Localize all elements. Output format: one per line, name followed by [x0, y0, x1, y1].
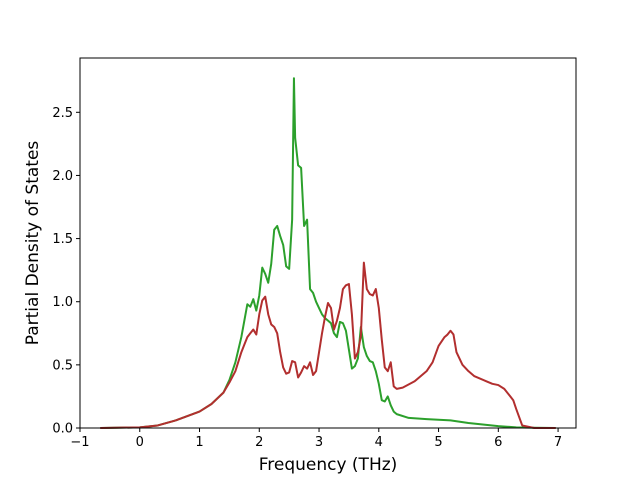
series-line-1: [99, 77, 557, 429]
plot-frame: [79, 57, 577, 429]
x-tick-label: 1: [195, 435, 203, 450]
y-tick-label: 0.0: [52, 422, 73, 437]
y-axis: 0.0 0.5 1.0 1.5 2.0 2.5: [52, 106, 80, 437]
x-tick-label: −1: [70, 435, 89, 450]
series-layer: [99, 77, 557, 429]
x-tick-label: 4: [375, 435, 383, 450]
x-tick-label: 0: [136, 435, 144, 450]
y-tick-label: 2.0: [52, 169, 73, 184]
x-tick-label: 5: [434, 435, 442, 450]
x-tick-label: 6: [494, 435, 502, 450]
y-axis-label: Partial Density of States: [23, 141, 43, 346]
x-tick-label: 2: [255, 435, 263, 450]
series-line-2: [99, 261, 557, 429]
y-tick-label: 1.0: [52, 295, 73, 310]
x-axis-label: Frequency (THz): [259, 455, 398, 475]
y-tick-label: 2.5: [52, 106, 73, 121]
x-axis: −1 0 1 2 3 4 5 6 7: [70, 428, 562, 450]
x-tick-label: 7: [554, 435, 562, 450]
y-tick-label: 0.5: [52, 358, 73, 373]
x-tick-label: 3: [315, 435, 323, 450]
y-tick-label: 1.5: [52, 232, 73, 247]
